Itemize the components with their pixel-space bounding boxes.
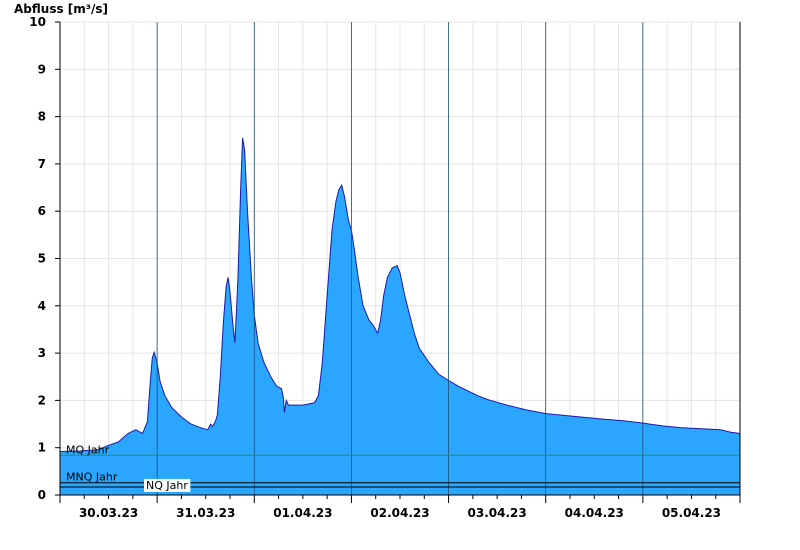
y-tick-label: 8 [38,110,46,124]
reference-lines: MQ Jahr MNQ Jahr NQ Jahr [60,443,740,492]
x-tick-label: 02.04.23 [370,506,429,520]
y-tick-label: 2 [38,393,46,407]
day-separators [156,22,644,495]
series-line [59,137,741,452]
ref-label: MNQ Jahr [66,471,118,484]
x-tick-label: 31.03.23 [176,506,235,520]
axes [55,21,741,503]
series-area [59,137,741,495]
y-tick-label: 3 [38,346,46,360]
x-tick-labels: 30.03.23 31.03.23 01.04.23 02.04.23 03.04.23… [79,506,721,520]
x-tick-label: 04.04.23 [565,506,624,520]
y-tick-label: 5 [38,252,46,266]
x-tick-label: 30.03.23 [79,506,138,520]
y-tick-label: 7 [38,157,46,171]
y-tick-label: 6 [38,204,46,218]
x-tick-label: 05.04.23 [662,506,721,520]
y-tick-labels: 0 1 2 3 4 5 6 7 8 9 10 [29,15,46,502]
ref-label: NQ Jahr [146,479,188,492]
series-fill [60,137,740,495]
ref-label: MQ Jahr [66,443,110,456]
y-tick-label: 0 [38,488,46,502]
x-tick-label: 03.04.23 [468,506,527,520]
y-tick-label: 1 [38,441,46,455]
y-tick-label: 4 [38,299,46,313]
y-tick-label: 9 [38,62,46,76]
ref-label-bg [144,478,191,492]
y-tick-label: 10 [29,15,46,29]
x-tick-label: 01.04.23 [273,506,332,520]
y-axis-label: Abfluss [m³/s] [14,2,108,16]
